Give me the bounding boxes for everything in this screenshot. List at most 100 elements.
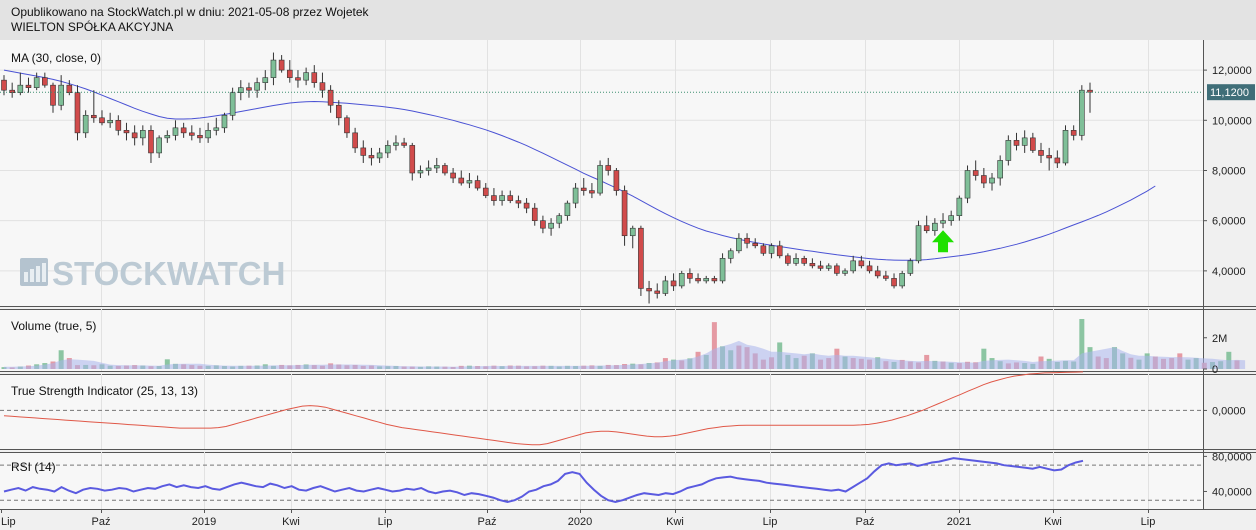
candle-down — [523, 202, 530, 209]
x-tick-label: Lip — [378, 516, 393, 528]
candle-down — [442, 165, 448, 174]
logo-bar — [36, 266, 40, 282]
company-name: WIELTON SPÓŁKA AKCYJNA — [11, 20, 174, 34]
y-tick-label: 80,0000 — [1212, 451, 1252, 463]
candle-up — [376, 152, 383, 159]
candle-down — [295, 77, 301, 81]
candle-down — [1054, 157, 1061, 164]
candle-up — [629, 227, 636, 237]
logo-bar — [24, 272, 28, 282]
candle-down — [246, 87, 252, 91]
candle-down — [1046, 155, 1052, 159]
candle-down — [621, 190, 628, 237]
y-tick-label: 10,0000 — [1212, 115, 1252, 127]
tsi-panel-bg — [0, 374, 1203, 449]
candle-up — [907, 260, 914, 274]
x-tick-label: Paź — [856, 516, 875, 528]
candle-down — [491, 195, 497, 201]
candle-up — [254, 82, 260, 91]
candle-down — [311, 72, 318, 83]
candle-down — [482, 187, 489, 196]
moving-average-line — [3, 69, 1156, 261]
candle-down — [131, 132, 138, 139]
candle-up — [662, 280, 669, 294]
candle-up — [932, 222, 938, 232]
candle-down — [752, 242, 759, 247]
volume-bar-up — [981, 348, 987, 369]
volume-bar-up — [58, 350, 64, 369]
candle-down — [670, 280, 677, 287]
y-tick-label: 2M — [1212, 333, 1227, 345]
candle-down — [858, 260, 865, 267]
chart-header: Opublikowano na StockWatch.pl w dniu: 20… — [0, 0, 1256, 40]
candle-down — [1, 79, 7, 91]
candles-group — [1, 52, 1093, 304]
candle-down — [474, 180, 481, 189]
y-tick-label: 8,0000 — [1212, 165, 1246, 177]
candle-up — [956, 197, 963, 216]
logo-bar — [30, 269, 34, 282]
x-tick-label: Lip — [763, 516, 778, 528]
candle-up — [850, 260, 857, 272]
candle-up — [33, 77, 40, 88]
y-tick-label: 6,0000 — [1212, 216, 1246, 228]
price-panel-title: MA (30, close, 0) — [11, 51, 101, 65]
candle-down — [531, 207, 538, 221]
candle-down — [891, 278, 897, 287]
candle-down — [760, 245, 767, 254]
candle-down — [66, 84, 73, 93]
candle-up — [1021, 137, 1028, 146]
candle-down — [801, 258, 808, 264]
y-tick-label: 12,0000 — [1212, 65, 1252, 77]
rsi-line — [3, 457, 1084, 504]
buy-signal-arrow-icon — [932, 230, 955, 253]
candle-up — [1062, 130, 1069, 164]
candle-up — [1079, 89, 1085, 136]
candle-down — [589, 190, 595, 194]
candle-down — [327, 89, 334, 106]
candle-up — [736, 237, 742, 252]
candle-up — [727, 250, 734, 259]
candle-down — [148, 130, 154, 154]
candle-down — [9, 89, 15, 93]
candle-down — [42, 77, 48, 86]
candle-down — [115, 120, 122, 131]
x-tick-label: Kwi — [282, 516, 300, 528]
candle-down — [785, 255, 791, 264]
candle-down — [646, 288, 652, 292]
candle-up — [221, 114, 228, 129]
candle-down — [319, 82, 326, 91]
stock-chart[interactable]: STOCKWATCH 11,1200 12,0000 10,0000 8,0000 6,0… — [0, 40, 1256, 530]
volume-ma-area — [4, 340, 1246, 369]
candle-down — [613, 170, 620, 191]
volume-bar-up — [1079, 319, 1085, 369]
y-tick-label: 0,0000 — [1212, 405, 1246, 417]
rsi-panel-title: RSI (14) — [11, 460, 56, 474]
candle-down — [458, 177, 465, 184]
candle-up — [466, 180, 473, 184]
x-tick-label: Lip — [1, 516, 16, 528]
y-tick-label: 40,0000 — [1212, 486, 1252, 498]
candle-down — [123, 130, 130, 134]
candle-up — [899, 273, 905, 287]
candle-down — [834, 265, 840, 274]
candle-down — [654, 290, 661, 294]
candle-up — [384, 145, 391, 154]
last-price-label: 11,1200 — [1210, 87, 1249, 99]
candle-down — [1038, 150, 1044, 156]
candle-down — [507, 195, 514, 201]
x-tick-label: 2020 — [568, 516, 592, 528]
y-tick-label: 4,0000 — [1212, 266, 1246, 278]
candle-up — [1005, 140, 1012, 161]
candle-up — [172, 127, 179, 136]
candle-down — [344, 117, 350, 134]
tsi-panel-title: True Strength Indicator (25, 13, 13) — [11, 384, 198, 398]
candle-down — [286, 69, 293, 78]
candle-up — [156, 137, 162, 154]
candle-down — [197, 135, 203, 139]
candle-down — [817, 265, 824, 269]
candle-down — [401, 142, 407, 146]
candle-down — [360, 147, 367, 156]
candle-down — [874, 270, 881, 277]
x-tick-label: Paź — [478, 516, 497, 528]
